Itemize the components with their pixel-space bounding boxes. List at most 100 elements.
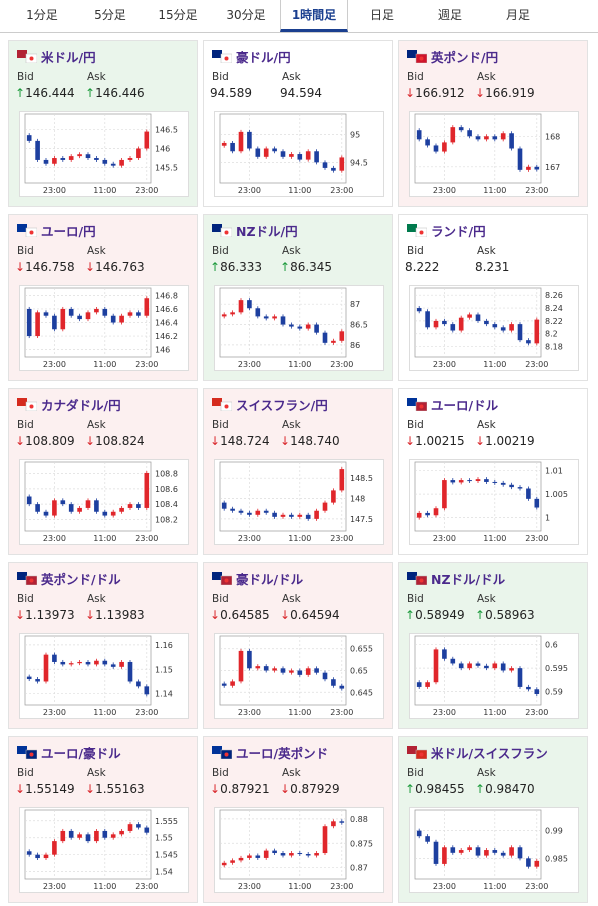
tab[interactable]: 週足 — [437, 8, 462, 22]
rate-card[interactable]: 英ポンド/ドル Bid Ask ↓1.13973 ↓1.13983 1.16 1.15 1.1… — [8, 562, 198, 729]
flag-part — [224, 404, 229, 409]
candle — [467, 130, 472, 137]
flag-icon — [17, 224, 37, 237]
candle — [52, 158, 57, 164]
candle — [450, 480, 456, 483]
tab[interactable]: 30分足 — [226, 8, 266, 22]
candle — [425, 311, 430, 328]
candle — [35, 140, 40, 160]
candle — [85, 834, 91, 842]
y-tick-label: 8.18 — [545, 343, 563, 352]
candle — [35, 504, 40, 512]
candle — [127, 504, 133, 508]
rate-card[interactable]: 英ポンド/円 Bid Ask ↓166.912 ↓166.919 168 167 23:00 1… — [398, 40, 588, 207]
tab[interactable]: 15分足 — [158, 8, 198, 22]
candle — [26, 676, 32, 680]
candle — [238, 510, 244, 513]
tab[interactable]: 5分足 — [94, 8, 126, 22]
rate-card[interactable]: 米ドル/円 Bid Ask ↑146.444 ↑146.446 146.5 146 145.5… — [8, 40, 198, 207]
candle — [230, 312, 235, 315]
pair-name: 豪ドル/ドル — [236, 572, 304, 587]
y-tick-label: 1.005 — [545, 490, 568, 499]
candle — [442, 142, 447, 152]
pair-name: ユーロ/豪ドル — [41, 746, 121, 761]
candle — [35, 312, 40, 337]
candle — [492, 850, 498, 853]
candle — [68, 504, 74, 512]
candle — [68, 663, 74, 665]
rate-card[interactable]: ユーロ/英ポンド Bid Ask ↓0.87921 ↓0.87929 0.88 0.875 0… — [203, 736, 393, 903]
candle — [314, 324, 319, 333]
candle — [68, 156, 74, 160]
candle — [272, 512, 277, 517]
candle — [77, 834, 82, 838]
candle — [305, 514, 311, 519]
pair-name: 英ポンド/円 — [431, 50, 499, 65]
candle — [450, 324, 456, 331]
x-tick-label: 11:00 — [288, 186, 311, 195]
chart-bg — [19, 807, 189, 893]
ask-value: ↓1.55163 — [85, 782, 145, 796]
tab[interactable]: 月足 — [505, 8, 530, 22]
flag-icon — [212, 224, 232, 237]
candle — [322, 502, 328, 511]
candle — [102, 830, 108, 838]
plot-frame — [219, 461, 347, 532]
candle — [110, 315, 116, 323]
candle — [467, 480, 472, 482]
candle — [94, 830, 99, 842]
flag-icon — [407, 50, 427, 63]
rate-card[interactable]: ユーロ/豪ドル Bid Ask ↓1.55149 ↓1.55163 1.555 1.55 1.… — [8, 736, 198, 903]
mini-chart: 0.99 0.985 23:00 11:00 23:00 — [409, 807, 579, 893]
rate-card[interactable]: カナダドル/円 Bid Ask ↓108.809 ↓108.824 108.8 108.6 1… — [8, 388, 198, 555]
mini-chart: 146.5 146 145.5 23:00 11:00 23:00 — [19, 111, 189, 197]
flag-icon — [212, 50, 232, 63]
candle — [85, 500, 91, 508]
ask-value: ↓0.64594 — [280, 608, 340, 622]
candle — [425, 139, 430, 146]
tab[interactable]: 1分足 — [26, 8, 58, 22]
rate-card[interactable]: 米ドル/スイスフラン Bid Ask ↑0.98455 ↑0.98470 0.99 0.98… — [398, 736, 588, 903]
candle — [475, 314, 481, 321]
bid-label: Bid — [212, 245, 229, 257]
bid-label: Bid — [212, 419, 229, 431]
flag-part — [29, 404, 34, 409]
candle — [110, 664, 116, 667]
candle — [280, 514, 286, 517]
rate-card[interactable]: ランド/円 Bid Ask 8.222 8.231 8.26 8.24 8.22 8.2 8.18… — [398, 214, 588, 381]
rate-card[interactable]: NZドル/ドル Bid Ask ↑0.58949 ↑0.58963 0.6 0.595 0.5… — [398, 562, 588, 729]
candle — [263, 850, 269, 858]
ask-value: ↓1.13983 — [85, 608, 145, 622]
candle — [517, 487, 523, 489]
tab[interactable]: 日足 — [369, 8, 394, 22]
candle — [492, 136, 498, 140]
rate-card[interactable]: 豪ドル/円 Bid Ask 94.589 94.594 95 94.5 23:00 11:00 2… — [203, 40, 393, 207]
bid-label: Bid — [17, 593, 34, 605]
candle — [102, 660, 108, 665]
candle — [339, 469, 345, 491]
y-tick-label: 108.4 — [155, 500, 178, 509]
x-tick-label: 11:00 — [483, 360, 506, 369]
rate-card[interactable]: NZドル/円 Bid Ask ↑86.333 ↑86.345 87 86.5 86 23:00 1… — [203, 214, 393, 381]
y-tick-label: 8.24 — [545, 304, 563, 313]
flag-part — [17, 746, 27, 754]
candle — [60, 158, 66, 160]
x-tick-label: 23:00 — [433, 534, 456, 543]
y-tick-label: 0.6 — [545, 641, 558, 650]
rate-card[interactable]: スイスフラン/円 Bid Ask ↓148.724 ↓148.740 148.5 148 14… — [203, 388, 393, 555]
plot-frame — [414, 461, 542, 532]
ask-value: ↑0.58963 — [475, 608, 535, 622]
candle — [26, 496, 32, 505]
candle — [534, 860, 540, 867]
rate-card[interactable]: ユーロ/円 Bid Ask ↓146.758 ↓146.763 146.8 146.6 146… — [8, 214, 198, 381]
candle — [289, 324, 294, 327]
candle — [102, 159, 108, 164]
rate-card[interactable]: 豪ドル/ドル Bid Ask ↓0.64585 ↓0.64594 0.655 0.65 0.6… — [203, 562, 393, 729]
x-tick-label: 11:00 — [93, 882, 116, 891]
candle — [68, 830, 74, 838]
rate-card[interactable]: ユーロ/ドル Bid Ask ↓1.00215 ↓1.00219 1.01 1.005 1 23… — [398, 388, 588, 555]
tab[interactable]: 1時間足 — [280, 0, 348, 32]
x-tick-label: 23:00 — [433, 186, 456, 195]
flag-icon — [212, 572, 232, 585]
candle — [43, 312, 49, 316]
